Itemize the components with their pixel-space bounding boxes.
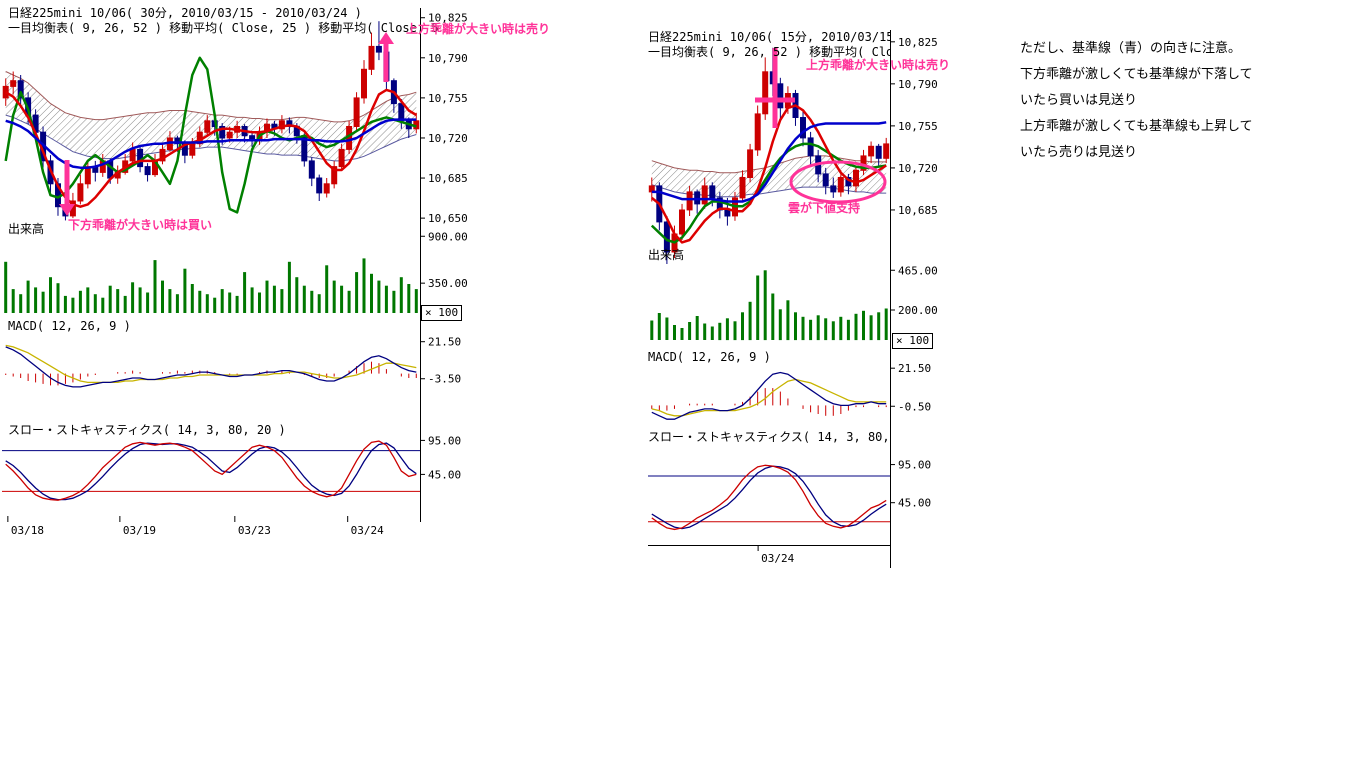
right-chart-title: 日経225mini 10/06( 15分, 2010/03/15 - 20 <box>648 30 891 44</box>
left-chart-panel: 03/18 03/19 03/23 03/24 10,825 10,790 10,755 10… <box>0 0 600 545</box>
right-cloud-support-annotation: 雲が下値支持 <box>788 201 861 215</box>
left-stoch-label: スロー・ストキャスティクス( 14, 3, 80, 20 ) <box>8 423 286 437</box>
svg-text:21.50: 21.50 <box>898 362 931 375</box>
svg-text:03/18: 03/18 <box>11 524 44 537</box>
svg-text:95.00: 95.00 <box>428 434 461 447</box>
svg-text:03/24: 03/24 <box>761 552 794 565</box>
svg-text:45.00: 45.00 <box>428 468 461 481</box>
note-line-5: いたら売りは見送り <box>1020 145 1138 160</box>
left-chart-title: 日経225mini 10/06( 30分, 2010/03/15 - 2010/… <box>8 6 362 20</box>
svg-text:10,755: 10,755 <box>428 92 468 105</box>
right-sell-annotation: 上方乖離が大きい時は売り <box>806 58 951 72</box>
svg-text:10,755: 10,755 <box>898 120 938 133</box>
left-volume-unit-badge: × 100 <box>421 305 463 321</box>
left-buy-annotation: 下方乖離が大きい時は買い <box>68 218 213 232</box>
svg-text:200.00: 200.00 <box>898 304 938 317</box>
note-line-1: ただし、基準線（青）の向きに注意。 <box>1020 41 1242 56</box>
svg-text:10,790: 10,790 <box>428 52 468 65</box>
left-chart-subtitle: 一目均衡表( 9, 26, 52 ) 移動平均( Close, 25 ) 移動平… <box>8 21 439 35</box>
note-line-4: 上方乖離が激しくても基準線も上昇して <box>1020 119 1253 134</box>
right-chart-canvas: 03/24 10,825 10,790 10,755 10,720 10,685 465.0… <box>648 30 938 568</box>
right-stoch-label: スロー・ストキャスティクス( 14, 3, 80, 20 <box>648 430 891 444</box>
svg-text:10,650: 10,650 <box>428 212 468 225</box>
right-volume-label: 出来高 <box>648 248 685 262</box>
right-chart-subtitle: 一目均衡表( 9, 26, 52 ) 移動平均( Clos <box>648 45 891 59</box>
left-volume-label: 出来高 <box>8 222 45 236</box>
svg-text:10,720: 10,720 <box>898 162 938 175</box>
note-line-3: いたら買いは見送り <box>1020 93 1138 108</box>
svg-text:465.00: 465.00 <box>898 264 938 277</box>
svg-text:-3.50: -3.50 <box>428 373 461 386</box>
svg-text:350.00: 350.00 <box>428 277 468 290</box>
svg-text:45.00: 45.00 <box>898 497 931 510</box>
left-chart-canvas: 03/18 03/19 03/23 03/24 10,825 10,790 10,755 10… <box>2 8 468 537</box>
svg-text:10,825: 10,825 <box>428 12 468 25</box>
svg-text:10,685: 10,685 <box>428 172 468 185</box>
svg-text:95.00: 95.00 <box>898 459 931 472</box>
svg-text:10,685: 10,685 <box>898 204 938 217</box>
right-macd-label: MACD( 12, 26, 9 ) <box>648 350 771 364</box>
note-line-2: 下方乖離が激しくても基準線が下落して <box>1020 67 1253 82</box>
svg-text:10,720: 10,720 <box>428 132 468 145</box>
svg-text:03/24: 03/24 <box>351 524 384 537</box>
svg-text:03/19: 03/19 <box>123 524 156 537</box>
notes-panel: ただし、基準線（青）の向きに注意。 下方乖離が激しくても基準線が下落して いたら… <box>1020 36 1253 166</box>
right-volume-unit-badge: × 100 <box>892 333 934 349</box>
svg-text:-0.50: -0.50 <box>898 400 931 413</box>
svg-text:10,825: 10,825 <box>898 36 938 49</box>
right-chart-panel: 03/24 10,825 10,790 10,755 10,720 10,685 465.0… <box>645 25 980 580</box>
svg-text:03/23: 03/23 <box>238 524 271 537</box>
left-sell-annotation: 上方乖離が大きい時は売り <box>406 22 551 36</box>
svg-text:21.50: 21.50 <box>428 336 461 349</box>
svg-text:900.00: 900.00 <box>428 230 468 243</box>
svg-text:10,790: 10,790 <box>898 78 938 91</box>
left-macd-label: MACD( 12, 26, 9 ) <box>8 319 131 333</box>
